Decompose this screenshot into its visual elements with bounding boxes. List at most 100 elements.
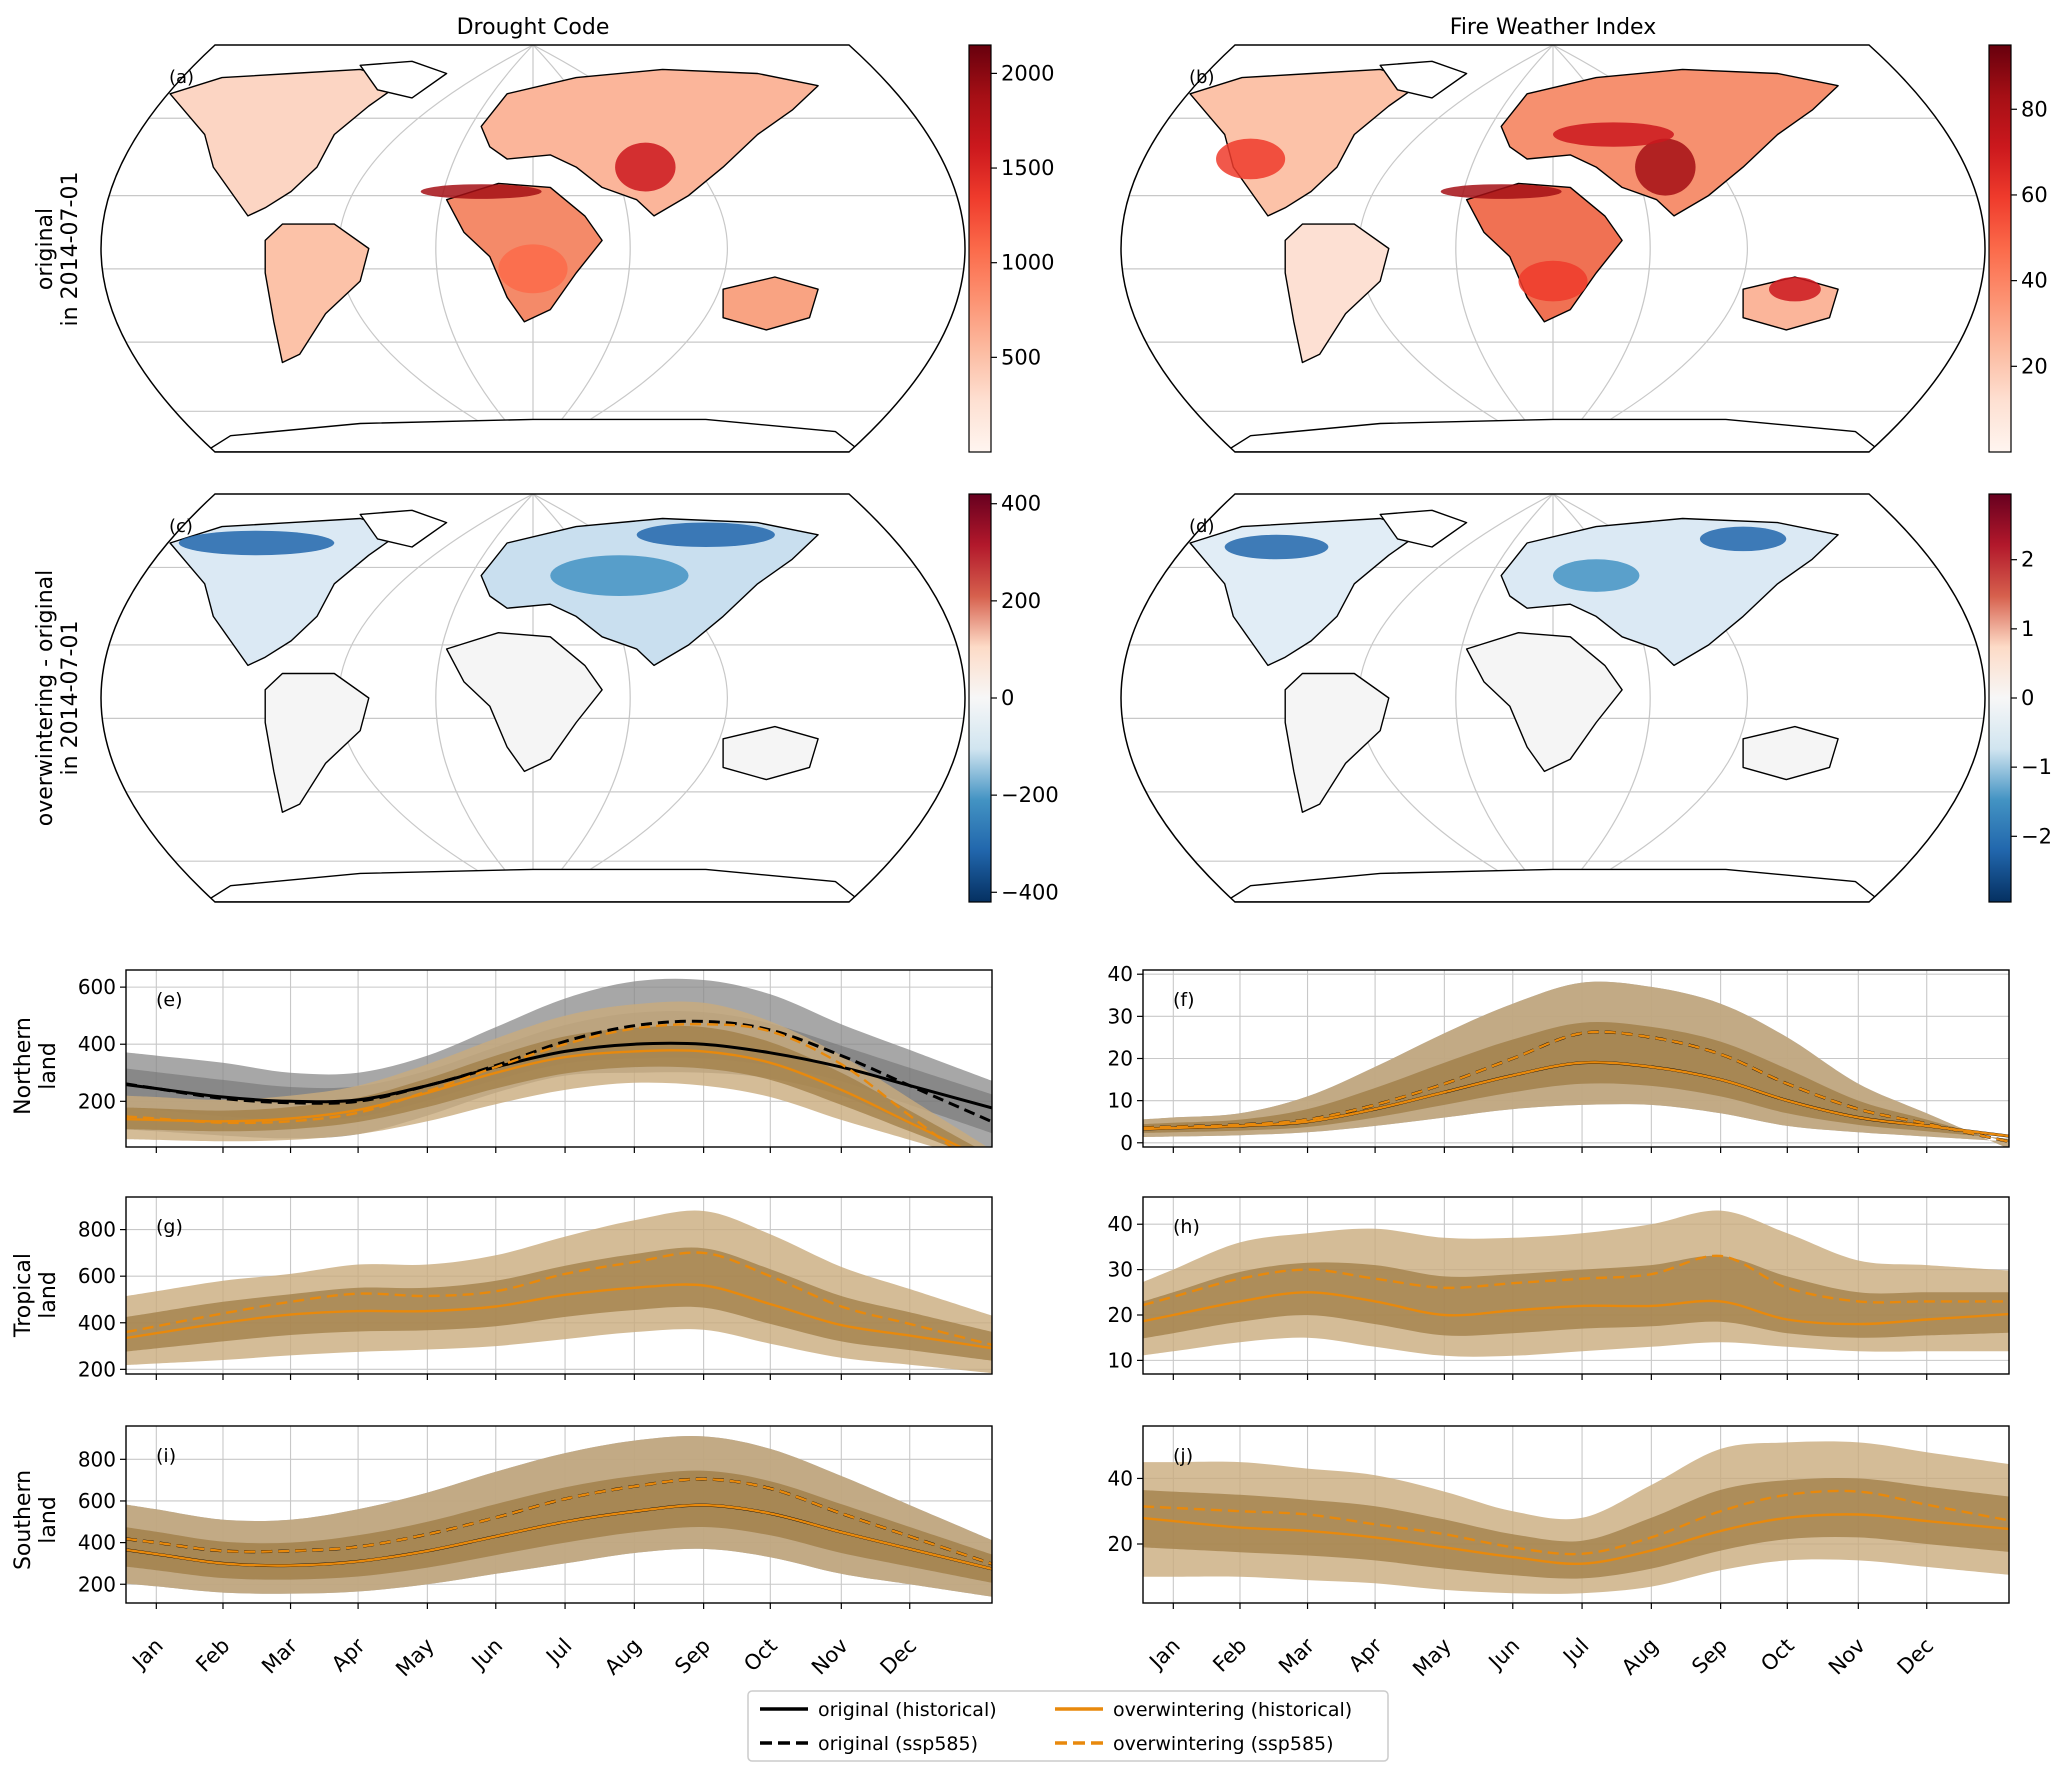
colorbar-tick-label-a-2: 1500 [1001, 156, 1054, 180]
plot-frame-g [125, 1196, 993, 1375]
colorbar-ramp-b [1988, 44, 2012, 453]
ytick-label-g-2: 600 [78, 1264, 116, 1288]
ytick-label-h-2: 30 [1108, 1258, 1133, 1282]
xtick-label-i-8: Sep [670, 1634, 715, 1679]
plot-body-g [126, 1197, 992, 1374]
xtick-label-j-7: Aug [1617, 1634, 1663, 1680]
map-outline-c [100, 493, 966, 903]
map-body-d [1121, 494, 1985, 902]
map-land-samerica-c [264, 672, 370, 813]
series-line-j-0 [1143, 1513, 2009, 1566]
timeseries-panel-g: 200 400 600 800 (g) [78, 1196, 993, 1381]
map-body-a [101, 45, 965, 452]
xtick-label-i-11: Dec [876, 1634, 922, 1680]
colorbar-tick-label-a-1: 1000 [1001, 251, 1054, 275]
ytick-label-h-3: 40 [1108, 1212, 1133, 1236]
ytick-label-f-1: 10 [1108, 1089, 1133, 1113]
colorbar-tick-label-c-1: 200 [1001, 589, 1041, 613]
legend-label-original-ssp585: original (ssp585) [818, 1733, 978, 1755]
series-line-e-1 [126, 1019, 992, 1124]
map-panel-b: (b) [1120, 44, 1986, 453]
ylabel-northern-line2: land [36, 1042, 61, 1090]
plot-body-f [1143, 970, 2009, 1147]
ytick-label-h-0: 10 [1108, 1348, 1133, 1372]
panel-label-a: (a) [169, 67, 194, 88]
colorbar-ramp-c [968, 493, 992, 903]
map-hotspot-a-1 [615, 142, 676, 192]
map-meridian-c-1 [435, 494, 534, 902]
xtick-label-i-1: Feb [191, 1634, 234, 1677]
ytick-label-f-3: 30 [1108, 1004, 1133, 1028]
plot-frame-i [125, 1425, 993, 1604]
map-panel-d: (d) [1120, 493, 1986, 903]
map-hotspot-d-0 [1224, 534, 1329, 560]
map-land-samerica-d [1284, 672, 1390, 813]
xtick-label-j-1: Feb [1208, 1634, 1251, 1677]
colorbar-tick-label-b-0: 20 [2021, 354, 2048, 378]
timeseries-panel-h: 10 20 30 40 (h) [1108, 1196, 2010, 1380]
legend-frame [747, 1690, 1389, 1762]
map-land-eurasia-d [1500, 517, 1839, 667]
colorbar-b: 20 40 60 80 [1988, 44, 2048, 453]
map-hotspot-a-0 [420, 184, 542, 199]
colorbar-tick-label-a-0: 500 [1001, 345, 1041, 369]
ytick-label-i-2: 600 [78, 1489, 116, 1513]
xtick-label-i-7: Aug [600, 1634, 646, 1680]
series-line-e-0 [126, 1041, 992, 1110]
xtick-label-i-4: May [391, 1634, 439, 1682]
map-land-australia-a [722, 276, 819, 331]
panel-label-b: (b) [1189, 67, 1214, 88]
xtick-label-j-0: Jan [1144, 1634, 1185, 1675]
series-line-g-1 [126, 1251, 992, 1347]
map-land-samerica-a [264, 223, 370, 364]
ytick-label-j-1: 40 [1108, 1466, 1133, 1490]
plot-body-h [1143, 1197, 2009, 1374]
series-line-e-3 [126, 1022, 954, 1147]
map-land-africa-c [445, 632, 603, 773]
xtick-label-j-11: Dec [1893, 1634, 1939, 1680]
ytick-label-f-4: 40 [1108, 962, 1133, 986]
map-outline-d [1120, 493, 1986, 903]
xtick-label-i-6: Jul [540, 1634, 576, 1670]
map-land-antarctica-b [1224, 418, 1882, 452]
ylabel-tropical-land: Tropical land [11, 1253, 61, 1338]
colorbar-d: 2 1 0 −1 −2 [1988, 493, 2052, 903]
colorbar-tick-label-d-0: 2 [2021, 548, 2034, 572]
map-outline-a [100, 44, 966, 453]
xtick-label-j-2: Mar [1274, 1633, 1319, 1678]
map-land-australia-c [722, 725, 819, 781]
panel-label-h: (h) [1173, 1216, 1200, 1238]
plot-body-j [1143, 1426, 2009, 1603]
series-line-e-2 [126, 1049, 964, 1147]
xtick-label-i-0: Jan [127, 1634, 168, 1675]
map-land-namerica-c [169, 517, 405, 667]
map-land-eurasia-a [480, 68, 819, 217]
map-land-antarctica-d [1224, 868, 1882, 902]
ytick-label-g-0: 200 [78, 1357, 116, 1381]
ytick-label-i-1: 400 [78, 1531, 116, 1555]
ytick-label-f-0: 0 [1120, 1131, 1133, 1155]
series-line-h-0 [1143, 1291, 2009, 1326]
map-hotspot-b-5 [1518, 260, 1588, 302]
map-hotspot-a-2 [498, 244, 568, 294]
legend-label-overwintering-historical: overwintering (historical) [1113, 1699, 1352, 1721]
timeseries-panel-e: 200 400 600 (e) [78, 969, 993, 1153]
series-line-j-1 [1143, 1489, 2009, 1556]
plot-body-e [126, 970, 992, 1147]
row-label-original-line2: in 2014-07-01 [58, 172, 83, 327]
xtick-label-j-8: Sep [1687, 1634, 1732, 1679]
series-line-h-1 [1143, 1254, 2009, 1307]
xtick-label-i-3: Apr [327, 1633, 370, 1676]
series-line-f-2 [1143, 1061, 2009, 1138]
series-line-g-0 [126, 1283, 992, 1350]
colorbar-ramp-d [1988, 493, 2012, 903]
column-title-drought-code: Drought Code [457, 15, 610, 40]
map-hotspot-b-0 [1440, 184, 1562, 199]
ylabel-tropical-line1: Tropical [11, 1253, 36, 1338]
series-line-i-3 [126, 1477, 992, 1566]
row-label-difference-line1: overwintering - original [33, 570, 58, 827]
map-land-antarctica-a [204, 418, 862, 452]
ylabel-northern-line1: Northern [11, 1017, 36, 1115]
xtick-label-j-9: Oct [1756, 1634, 1799, 1677]
map-meridian-d-1 [1455, 494, 1554, 902]
